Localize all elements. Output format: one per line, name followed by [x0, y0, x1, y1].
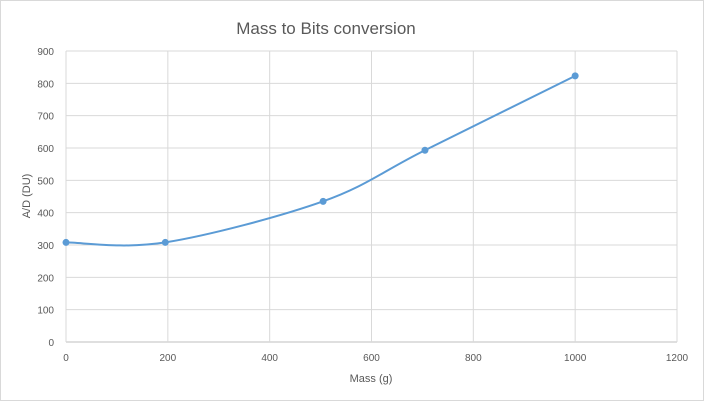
x-axis-label: Mass (g)	[350, 373, 393, 385]
y-tick-label: 600	[37, 144, 54, 155]
y-tick-label: 100	[37, 306, 54, 317]
x-tick-label: 600	[363, 353, 380, 364]
y-tick-labels: 0 100 200 300 400 500 600 700 800 900	[37, 47, 54, 349]
data-point	[421, 146, 429, 154]
x-tick-label: 400	[261, 353, 278, 364]
x-tick-label: 0	[63, 353, 69, 364]
y-tick-label: 300	[37, 241, 54, 252]
chart-title: Mass to Bits conversion	[236, 19, 416, 38]
data-point	[161, 238, 169, 246]
y-axis-label: A/D (DU)	[21, 174, 33, 219]
y-tick-label: 700	[37, 112, 54, 123]
x-tick-labels: 0 200 400 600 800 1000 1200	[63, 353, 688, 364]
data-points	[62, 72, 579, 246]
x-tick-label: 800	[465, 353, 482, 364]
data-point	[571, 72, 579, 80]
y-tick-label: 200	[37, 273, 54, 284]
data-point	[62, 238, 70, 246]
y-tick-label: 500	[37, 176, 54, 187]
series-line	[65, 75, 576, 247]
grid	[65, 50, 678, 343]
x-tick-label: 1000	[564, 353, 587, 364]
x-tick-label: 1200	[666, 353, 689, 364]
x-tick-label: 200	[159, 353, 176, 364]
y-tick-label: 900	[37, 47, 54, 58]
data-point	[319, 197, 327, 205]
y-tick-label: 400	[37, 209, 54, 220]
y-tick-label: 0	[48, 338, 54, 349]
y-tick-label: 800	[37, 79, 54, 90]
